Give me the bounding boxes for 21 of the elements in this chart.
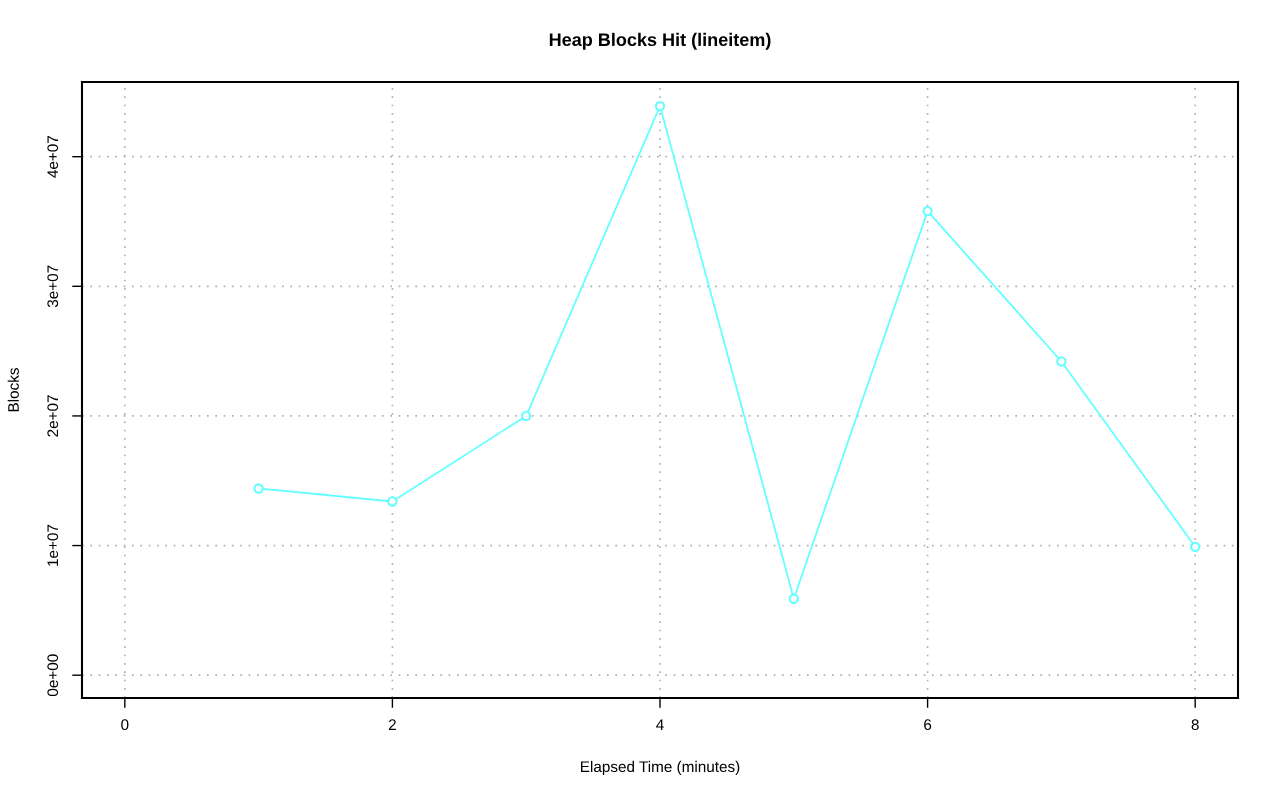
point [1056,356,1067,367]
point [922,205,933,217]
point [387,496,398,507]
x-axis-title: Elapsed Time (minutes) [581,760,740,776]
x-tick-label: 6 [924,719,932,731]
point [521,410,532,422]
point [1189,541,1201,553]
y-tick-label: 3e+07 [47,265,59,308]
y-tick-label: 4e+07 [47,135,59,178]
y-tick-label: 0e+00 [47,654,59,697]
x-tick-label: 4 [656,719,664,730]
x-tick-label: 8 [1191,719,1199,731]
chart-title: Heap Blocks Hit (lineitem) [549,32,771,50]
y-tick-label: 2e+07 [47,395,59,437]
x-tick-label: 2 [388,719,396,730]
point [654,100,666,112]
point [788,593,799,604]
y-axis-title: Blocks [7,368,19,412]
point [253,483,264,494]
x-tick-label: 0 [121,719,129,731]
y-tick-label: 1e+07 [47,524,59,566]
